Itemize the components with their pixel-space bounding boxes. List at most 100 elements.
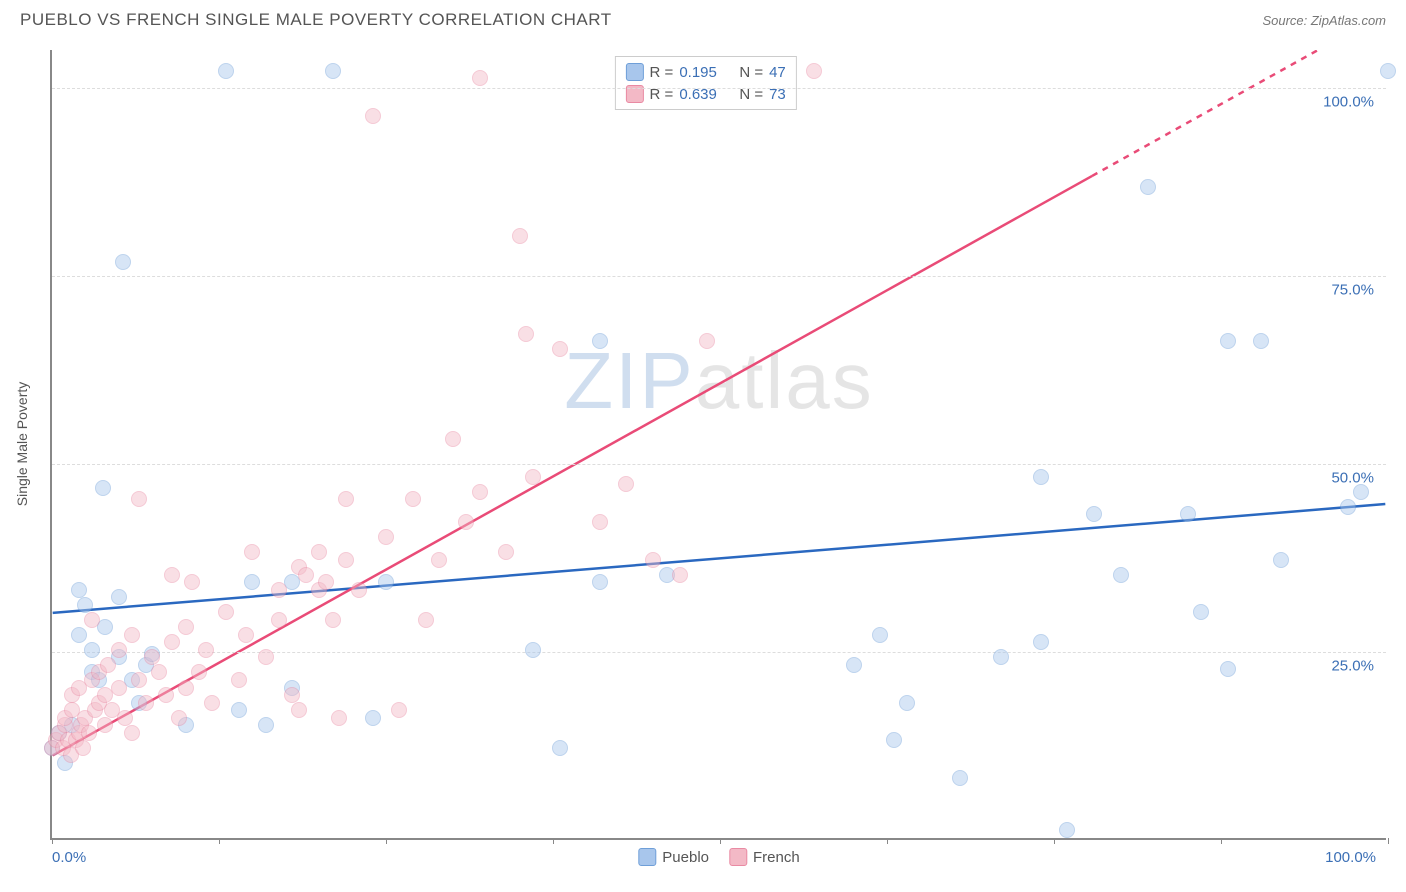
scatter-point: [325, 63, 341, 79]
scatter-point: [271, 612, 287, 628]
scatter-point: [171, 710, 187, 726]
scatter-point: [405, 491, 421, 507]
scatter-point: [1086, 506, 1102, 522]
gridline: [52, 464, 1386, 465]
scatter-point: [472, 484, 488, 500]
scatter-point: [445, 431, 461, 447]
scatter-point: [204, 695, 220, 711]
x-tick: [887, 838, 888, 844]
legend-swatch: [638, 848, 656, 866]
scatter-point: [525, 642, 541, 658]
scatter-point: [1273, 552, 1289, 568]
legend-label: French: [753, 849, 800, 866]
scatter-point: [198, 642, 214, 658]
legend-item: French: [729, 848, 800, 866]
scatter-point: [111, 680, 127, 696]
legend-n-label: N =: [739, 64, 763, 81]
legend-series: Pueblo French: [638, 848, 799, 866]
gridline: [52, 276, 1386, 277]
scatter-point: [291, 702, 307, 718]
scatter-point: [886, 732, 902, 748]
scatter-point: [498, 544, 514, 560]
scatter-point: [378, 574, 394, 590]
y-tick-label: 100.0%: [1323, 93, 1374, 110]
x-tick: [1388, 838, 1389, 844]
scatter-point: [158, 687, 174, 703]
scatter-point: [178, 619, 194, 635]
scatter-point: [872, 627, 888, 643]
scatter-point: [1340, 499, 1356, 515]
scatter-point: [311, 544, 327, 560]
scatter-point: [1220, 333, 1236, 349]
x-tick: [1221, 838, 1222, 844]
scatter-point: [81, 725, 97, 741]
scatter-point: [84, 642, 100, 658]
scatter-point: [899, 695, 915, 711]
scatter-point: [846, 657, 862, 673]
scatter-point: [71, 582, 87, 598]
scatter-point: [244, 544, 260, 560]
legend-stat-row: R =0.639N =73: [626, 83, 786, 105]
scatter-point: [75, 740, 91, 756]
watermark: ZIPatlas: [564, 335, 873, 427]
scatter-point: [71, 627, 87, 643]
scatter-point: [1140, 179, 1156, 195]
scatter-point: [338, 552, 354, 568]
scatter-point: [592, 333, 608, 349]
scatter-point: [77, 597, 93, 613]
scatter-point: [164, 634, 180, 650]
scatter-point: [645, 552, 661, 568]
scatter-point: [525, 469, 541, 485]
scatter-point: [111, 642, 127, 658]
scatter-point: [164, 567, 180, 583]
scatter-point: [365, 710, 381, 726]
scatter-point: [218, 604, 234, 620]
scatter-point: [258, 649, 274, 665]
scatter-point: [144, 649, 160, 665]
scatter-point: [178, 680, 194, 696]
scatter-point: [138, 695, 154, 711]
scatter-point: [672, 567, 688, 583]
scatter-point: [618, 476, 634, 492]
scatter-point: [151, 664, 167, 680]
scatter-point: [458, 514, 474, 530]
x-tick-label: 100.0%: [1325, 849, 1376, 866]
scatter-point: [318, 574, 334, 590]
legend-stats: R =0.195N =47R =0.639N =73: [615, 56, 797, 110]
trendlines-layer: [52, 50, 1386, 838]
source-credit: Source: ZipAtlas.com: [1262, 13, 1386, 28]
legend-item: Pueblo: [638, 848, 709, 866]
scatter-point: [298, 567, 314, 583]
scatter-point: [325, 612, 341, 628]
x-tick: [720, 838, 721, 844]
scatter-point: [97, 717, 113, 733]
scatter-point: [191, 664, 207, 680]
scatter-point: [100, 657, 116, 673]
scatter-point: [131, 491, 147, 507]
y-tick-label: 75.0%: [1331, 281, 1374, 298]
scatter-point: [258, 717, 274, 733]
legend-swatch: [626, 63, 644, 81]
x-tick: [219, 838, 220, 844]
scatter-point: [1180, 506, 1196, 522]
scatter-point: [1193, 604, 1209, 620]
legend-r-label: R =: [650, 64, 674, 81]
scatter-point: [552, 341, 568, 357]
x-tick-label: 0.0%: [52, 849, 86, 866]
scatter-point: [512, 228, 528, 244]
scatter-point: [351, 582, 367, 598]
scatter-point: [1380, 63, 1396, 79]
scatter-point: [238, 627, 254, 643]
scatter-point: [244, 574, 260, 590]
scatter-point: [131, 672, 147, 688]
y-tick-label: 25.0%: [1331, 657, 1374, 674]
scatter-point: [1253, 333, 1269, 349]
scatter-point: [993, 649, 1009, 665]
scatter-point: [952, 770, 968, 786]
scatter-point: [95, 480, 111, 496]
scatter-point: [806, 63, 822, 79]
scatter-point: [331, 710, 347, 726]
plot-region: Single Male Poverty ZIPatlas R =0.195N =…: [50, 50, 1386, 840]
scatter-point: [284, 687, 300, 703]
x-tick: [386, 838, 387, 844]
